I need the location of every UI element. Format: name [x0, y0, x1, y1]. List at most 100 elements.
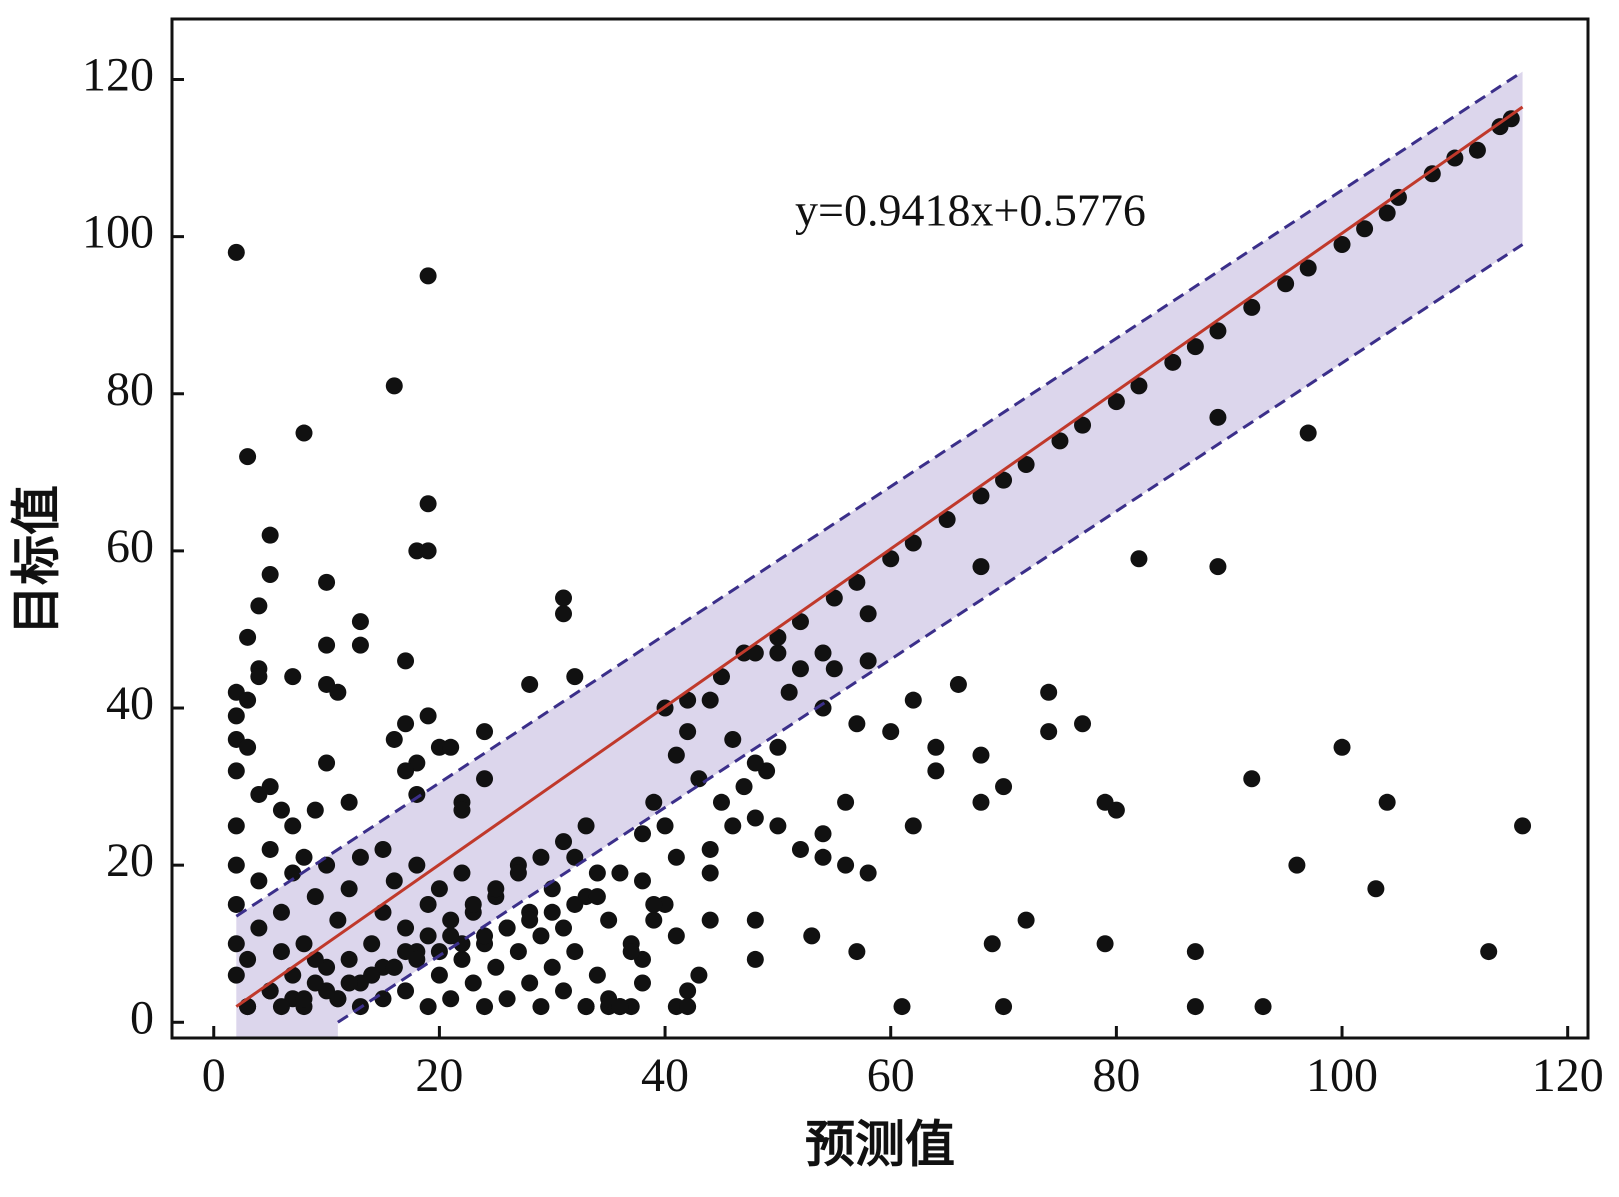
point	[566, 668, 584, 686]
point	[735, 778, 753, 796]
point	[509, 864, 527, 882]
point	[600, 911, 618, 929]
point	[814, 644, 832, 662]
point	[848, 573, 866, 591]
point	[239, 738, 257, 756]
point	[983, 935, 1001, 953]
point	[1423, 165, 1441, 183]
point	[476, 927, 494, 945]
point	[1299, 424, 1317, 442]
point	[442, 911, 460, 929]
point	[430, 880, 448, 898]
point	[464, 974, 482, 992]
point	[1378, 204, 1396, 222]
point	[261, 565, 279, 583]
prediction-band	[236, 71, 1523, 1038]
point	[882, 723, 900, 741]
y-tick-label: 100	[82, 206, 154, 259]
point	[318, 982, 336, 1000]
point	[419, 927, 437, 945]
point	[1243, 770, 1261, 788]
point	[284, 966, 302, 984]
point	[239, 950, 257, 968]
point	[791, 660, 809, 678]
point	[295, 990, 313, 1008]
point	[1333, 738, 1351, 756]
point	[927, 762, 945, 780]
point	[938, 510, 956, 528]
point	[374, 990, 392, 1008]
point	[1051, 432, 1069, 450]
point	[419, 895, 437, 913]
point	[306, 888, 324, 906]
point	[419, 542, 437, 560]
point	[701, 691, 719, 709]
point	[329, 911, 347, 929]
point	[1040, 723, 1058, 741]
point	[904, 817, 922, 835]
point	[746, 644, 764, 662]
point	[363, 966, 381, 984]
point	[701, 864, 719, 882]
point	[1299, 259, 1317, 277]
point	[351, 636, 369, 654]
point	[1468, 141, 1486, 159]
point	[1096, 935, 1114, 953]
point	[1288, 856, 1306, 874]
point	[521, 911, 539, 929]
point	[340, 950, 358, 968]
point	[261, 526, 279, 544]
point	[566, 895, 584, 913]
point	[566, 848, 584, 866]
point	[633, 974, 651, 992]
point	[555, 919, 573, 937]
point	[633, 825, 651, 843]
point	[397, 762, 415, 780]
point	[577, 998, 595, 1016]
point	[1186, 338, 1204, 356]
point	[227, 856, 245, 874]
point	[1333, 235, 1351, 253]
point	[882, 550, 900, 568]
point	[555, 982, 573, 1000]
point	[419, 707, 437, 725]
point	[318, 573, 336, 591]
point	[927, 738, 945, 756]
point	[509, 943, 527, 961]
point	[724, 817, 742, 835]
point	[690, 770, 708, 788]
point	[1107, 393, 1125, 411]
x-tick-label: 20	[415, 1049, 463, 1102]
point	[566, 943, 584, 961]
point	[329, 683, 347, 701]
point	[1480, 943, 1498, 961]
point	[859, 652, 877, 670]
point	[521, 974, 539, 992]
point	[487, 880, 505, 898]
point	[769, 817, 787, 835]
point	[1446, 149, 1464, 167]
point	[227, 966, 245, 984]
point	[611, 998, 629, 1016]
point	[769, 644, 787, 662]
point	[588, 864, 606, 882]
point	[656, 817, 674, 835]
point	[453, 864, 471, 882]
band-layer	[236, 71, 1523, 1038]
y-tick-label: 60	[106, 520, 154, 573]
point	[1209, 322, 1227, 340]
fit-equation: y=0.9418x+0.5776	[795, 185, 1146, 236]
point	[250, 668, 268, 686]
point	[543, 958, 561, 976]
point	[476, 998, 494, 1016]
point	[859, 605, 877, 623]
point	[893, 998, 911, 1016]
point	[351, 613, 369, 631]
point	[374, 840, 392, 858]
mark-layer	[227, 70, 1532, 1024]
point	[791, 613, 809, 631]
point	[679, 723, 697, 741]
point	[521, 675, 539, 693]
point	[340, 880, 358, 898]
